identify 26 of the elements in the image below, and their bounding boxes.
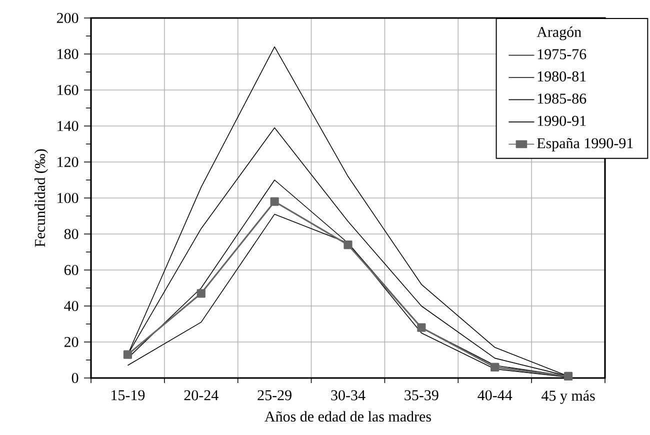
y-tick-label: 60 [64, 264, 78, 276]
y-tick-label: 40 [64, 300, 78, 312]
legend-label: 1980-81 [538, 71, 586, 82]
x-tick-label: 20-24 [184, 390, 218, 400]
x-tick-label: 15-19 [112, 390, 145, 400]
legend-label: 1985-86 [538, 94, 586, 104]
y-tick-label: 100 [58, 192, 78, 204]
x-tick-label: 25-29 [258, 390, 292, 400]
y-tick-label: 140 [58, 120, 78, 132]
y-tick-label: 180 [58, 48, 78, 60]
y-tick-label: 120 [58, 156, 78, 168]
legend-label: 1975-76 [538, 49, 586, 60]
y-tick-label: 80 [64, 228, 78, 240]
legend-label: España 1990-91 [537, 138, 633, 152]
y-tick-label: 200 [56, 12, 78, 24]
x-tick-label: 35-39 [404, 390, 438, 400]
y-axis-title: Fecundidad (‰) [34, 149, 48, 247]
y-tick-label: 20 [64, 336, 78, 348]
x-tick-label: 30-34 [331, 390, 366, 400]
y-tick-label: 160 [58, 84, 78, 96]
x-tick-label: 45 y más [542, 390, 595, 404]
legend-label: 1990-91 [538, 116, 586, 126]
x-axis-title: Años de edad de las madres [264, 411, 431, 422]
x-tick-label: 40-44 [478, 390, 512, 400]
legend-title: Aragón [536, 26, 582, 40]
y-tick-label: 0 [72, 372, 78, 384]
